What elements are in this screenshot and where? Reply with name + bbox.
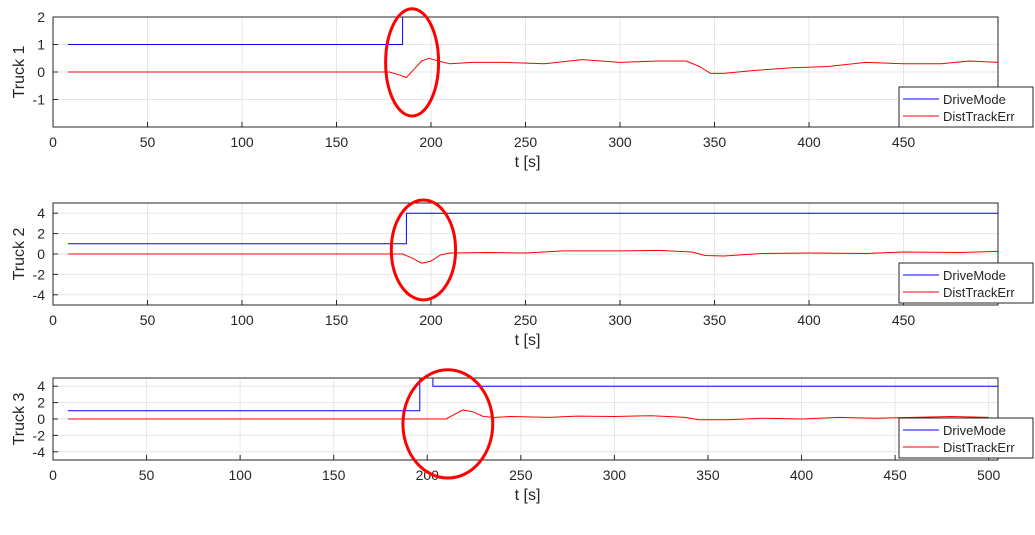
y-tick-label: 4	[37, 378, 45, 394]
x-tick-label: 450	[892, 312, 916, 328]
legend-label: DistTrackErr	[943, 109, 1015, 124]
x-tick-label: 150	[322, 467, 346, 483]
x-tick-label: 400	[797, 134, 821, 150]
x-tick-label: 300	[608, 312, 632, 328]
series-line-DistTrackErr	[68, 409, 989, 421]
highlight-ellipse	[401, 368, 495, 480]
y-axis-label: Truck 2	[11, 228, 28, 281]
x-tick-label: 250	[509, 467, 533, 483]
y-tick-label: 0	[37, 411, 45, 427]
x-tick-label: 400	[790, 467, 814, 483]
y-tick-label: 4	[37, 205, 45, 221]
series-line-DistTrackErr	[68, 249, 999, 264]
y-axis-label: Truck 3	[11, 393, 28, 446]
x-tick-label: 0	[49, 134, 57, 150]
x-tick-label: 350	[696, 467, 720, 483]
legend-label: DistTrackErr	[943, 285, 1015, 300]
legend-box	[898, 262, 1034, 304]
x-axis-label: t [s]	[515, 154, 541, 171]
x-tick-label: 450	[892, 134, 916, 150]
series-line-DriveMode	[68, 212, 998, 245]
legend-box	[898, 86, 1034, 128]
x-tick-label: 0	[49, 312, 57, 328]
x-tick-label: 150	[325, 134, 349, 150]
y-tick-label: -1	[33, 92, 46, 108]
highlight-ellipse	[384, 7, 441, 118]
x-tick-label: 100	[230, 312, 254, 328]
y-tick-label: -4	[33, 444, 46, 460]
legend: DriveMode DistTrackErr	[898, 417, 1034, 459]
subplot-1: 0 50 100 150 200 250 300 350 400 450 2 1 0 -1 t [s] Tru…	[11, 7, 1034, 171]
y-tick-label: 2	[37, 226, 45, 242]
x-tick-label: 300	[608, 134, 632, 150]
x-tick-label: 150	[325, 312, 349, 328]
x-tick-label: 0	[49, 467, 57, 483]
subplot-2: 0 50 100 150 200 250 300 350 400 450 4 2 0 -2 -4 t [s] T…	[11, 198, 1034, 349]
x-tick-label: 450	[883, 467, 907, 483]
x-tick-label: 300	[603, 467, 627, 483]
legend-label: DriveMode	[943, 268, 1006, 283]
y-tick-label: -2	[33, 427, 46, 443]
x-tick-label: 200	[419, 312, 443, 328]
y-tick-label: 2	[37, 9, 45, 25]
x-tick-label: 350	[703, 312, 727, 328]
x-tick-label: 200	[419, 134, 443, 150]
x-tick-label: 50	[139, 467, 155, 483]
x-axis-label: t [s]	[515, 487, 541, 504]
series-line-DistTrackErr	[68, 57, 999, 78]
x-tick-label: 350	[703, 134, 727, 150]
x-tick-label: 100	[230, 134, 254, 150]
x-tick-label: 50	[140, 134, 156, 150]
y-tick-label: -2	[33, 266, 46, 282]
legend-label: DriveMode	[943, 423, 1006, 438]
x-tick-label: 100	[228, 467, 252, 483]
x-tick-label: 250	[514, 312, 538, 328]
y-axis-label: Truck 1	[11, 46, 28, 99]
legend-label: DriveMode	[943, 92, 1006, 107]
legend-box	[898, 417, 1034, 459]
x-tick-label: 200	[416, 467, 440, 483]
legend: DriveMode DistTrackErr	[898, 86, 1034, 128]
y-tick-label: -4	[33, 287, 46, 303]
legend: DriveMode DistTrackErr	[898, 262, 1034, 304]
y-tick-label: 0	[37, 246, 45, 262]
legend-label: DistTrackErr	[943, 440, 1015, 455]
x-tick-label: 400	[797, 312, 821, 328]
x-tick-label: 50	[140, 312, 156, 328]
x-axis-label: t [s]	[515, 332, 541, 349]
x-tick-label: 500	[977, 467, 1001, 483]
highlight-ellipse	[389, 198, 458, 302]
x-tick-label: 250	[514, 134, 538, 150]
y-tick-label: 2	[37, 395, 45, 411]
y-tick-label: 0	[37, 64, 45, 80]
y-tick-label: 1	[37, 37, 45, 53]
